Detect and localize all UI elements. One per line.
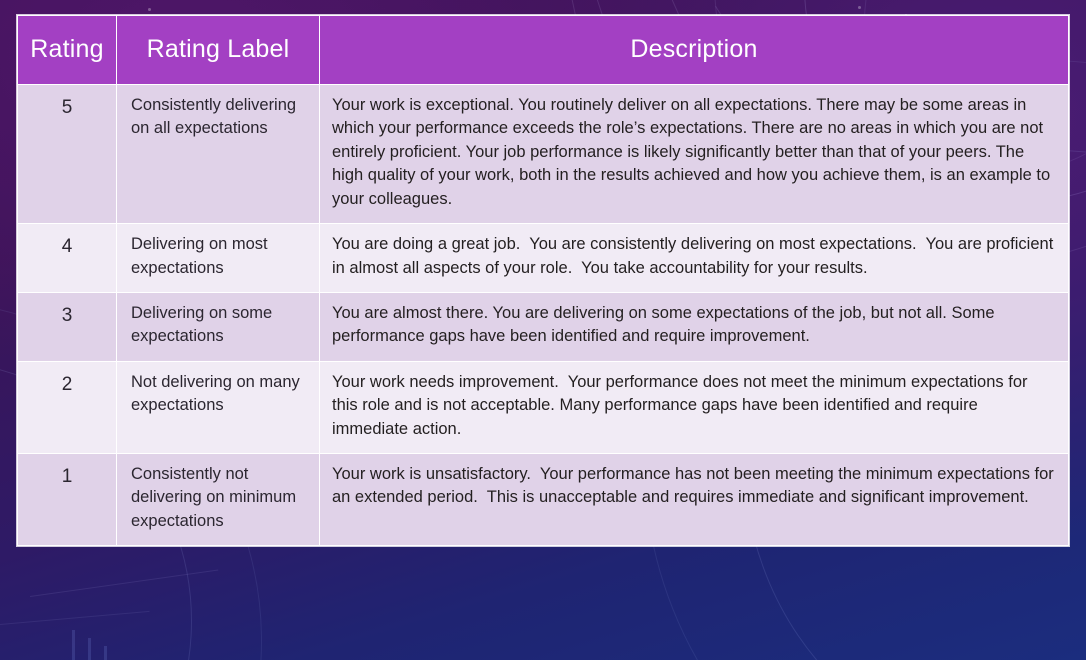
cell-rating: 5 xyxy=(17,83,117,225)
decorative-line xyxy=(30,569,219,597)
cell-description: You are doing a great job. You are consi… xyxy=(319,223,1069,293)
table-row: 1 Consistently not delivering on minimum… xyxy=(17,453,1069,547)
table-header: Rating Rating Label Description xyxy=(17,15,1069,85)
rating-table: Rating Rating Label Description 5 Consis… xyxy=(17,15,1069,547)
decorative-dot xyxy=(148,8,151,11)
cell-rating-label: Consistently delivering on all expectati… xyxy=(116,83,320,225)
decorative-dot xyxy=(858,6,861,9)
cell-description: Your work needs improvement. Your perfor… xyxy=(319,360,1069,455)
table-row: 4 Delivering on most expectations You ar… xyxy=(17,223,1069,293)
table-row: 3 Delivering on some expectations You ar… xyxy=(17,291,1069,362)
table-header-row: Rating Rating Label Description xyxy=(17,15,1069,85)
cell-rating-label: Delivering on most expectations xyxy=(116,223,320,293)
column-header-description: Description xyxy=(319,15,1069,85)
column-header-rating-label: Rating Label xyxy=(116,15,320,85)
cell-description: Your work is exceptional. You routinely … xyxy=(319,83,1069,225)
rating-scale-table: Rating Rating Label Description 5 Consis… xyxy=(16,14,1070,548)
cell-rating: 1 xyxy=(17,453,117,547)
cell-description: You are almost there. You are delivering… xyxy=(319,291,1069,362)
column-header-rating: Rating xyxy=(17,15,117,85)
table-row: 2 Not delivering on many expectations Yo… xyxy=(17,360,1069,455)
cell-rating-label: Delivering on some expectations xyxy=(116,291,320,362)
cell-rating-label: Not delivering on many expectations xyxy=(116,360,320,455)
decorative-bar xyxy=(72,630,75,660)
decorative-bar xyxy=(88,638,91,660)
decorative-line xyxy=(0,610,150,625)
cell-description: Your work is unsatisfactory. Your perfor… xyxy=(319,453,1069,547)
cell-rating-label: Consistently not delivering on minimum e… xyxy=(116,453,320,547)
cell-rating: 2 xyxy=(17,360,117,455)
cell-rating: 3 xyxy=(17,291,117,362)
decorative-bar xyxy=(104,646,107,660)
table-body: 5 Consistently delivering on all expecta… xyxy=(17,83,1069,547)
table-row: 5 Consistently delivering on all expecta… xyxy=(17,83,1069,225)
cell-rating: 4 xyxy=(17,223,117,293)
